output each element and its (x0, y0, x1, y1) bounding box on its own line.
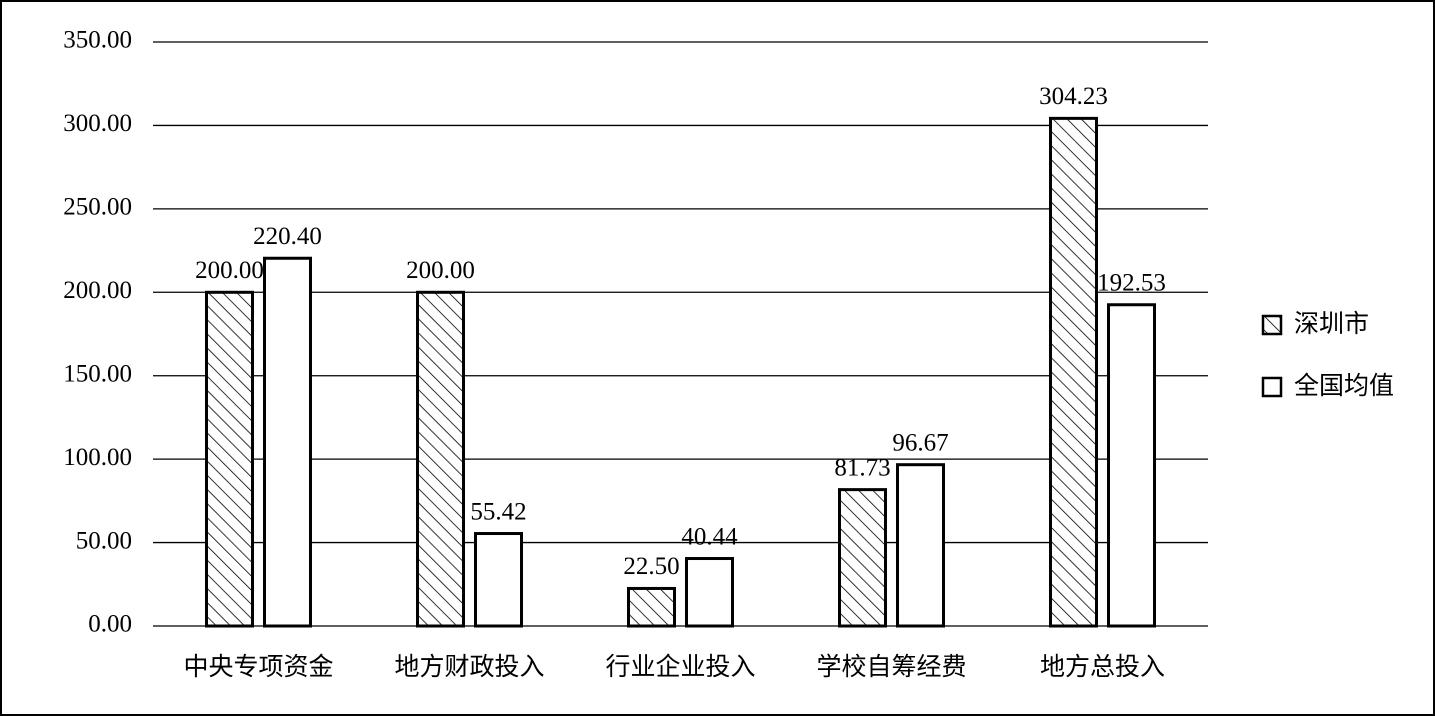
y-tick-label: 200.00 (63, 277, 132, 304)
value-label: 200.00 (406, 257, 475, 284)
bar (205, 290, 254, 628)
value-label: 55.42 (470, 498, 526, 525)
value-label: 22.50 (623, 553, 679, 580)
value-label: 200.00 (195, 257, 264, 284)
value-label: 220.40 (253, 223, 322, 250)
x-tick-label: 地方总投入 (1040, 652, 1165, 681)
legend-label: 深圳市 (1294, 309, 1369, 338)
y-tick-label: 350.00 (63, 27, 132, 54)
value-label: 192.53 (1097, 269, 1166, 296)
bar (838, 488, 887, 628)
y-tick-label: 300.00 (63, 110, 132, 137)
y-tick-label: 100.00 (63, 444, 132, 471)
bar (416, 290, 465, 628)
bar (263, 256, 312, 628)
value-label: 81.73 (834, 454, 890, 481)
bar (896, 463, 945, 628)
x-tick-label: 地方财政投入 (394, 652, 544, 681)
y-tick-label: 50.00 (76, 527, 132, 554)
x-tick-label: 学校自筹经费 (816, 652, 966, 681)
value-label: 40.44 (681, 523, 738, 550)
y-tick-label: 0.00 (88, 611, 132, 638)
y-tick-label: 150.00 (63, 360, 132, 387)
bar (1049, 116, 1098, 628)
bar (627, 586, 676, 628)
legend-marker (1261, 314, 1283, 336)
value-label: 304.23 (1039, 83, 1108, 110)
x-tick-label: 行业企业投入 (605, 652, 755, 681)
bar (474, 532, 523, 628)
bar (685, 557, 734, 628)
legend-label: 全国均值 (1294, 371, 1394, 400)
value-label: 96.67 (892, 429, 948, 456)
y-tick-label: 250.00 (63, 194, 132, 221)
legend-marker (1261, 376, 1283, 398)
x-tick-label: 中央专项资金 (183, 652, 333, 681)
bar (1107, 303, 1156, 628)
